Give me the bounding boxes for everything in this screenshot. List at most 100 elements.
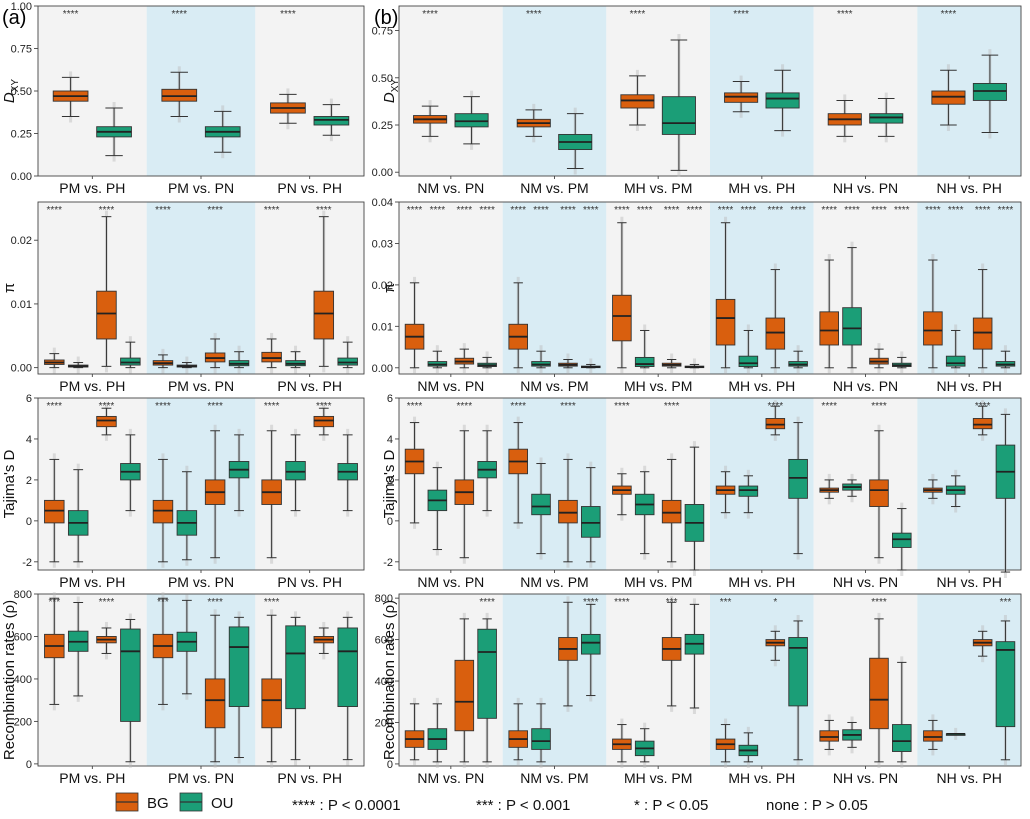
comparison-background	[255, 6, 364, 176]
y-axis-label: Tajima's D	[1, 449, 18, 518]
box-bg: ****	[765, 205, 786, 374]
x-tick-label: PN vs. PH	[277, 180, 342, 196]
box-body	[285, 461, 306, 481]
plot-frame	[398, 201, 1022, 375]
box-bg: ****	[612, 597, 632, 768]
box-bg: ****	[715, 205, 736, 374]
box-bg: ****	[44, 205, 65, 374]
box-ou	[738, 469, 759, 519]
box-bg: ****	[661, 401, 682, 568]
box-bg	[313, 621, 335, 660]
box-ou	[684, 441, 705, 576]
significance-label: ****	[664, 401, 680, 412]
box-ou	[337, 611, 358, 766]
box-bg: ****	[819, 401, 839, 505]
significance-label: ****	[171, 9, 187, 20]
box-ou	[454, 90, 489, 150]
comparison-background	[606, 202, 710, 374]
box-body	[581, 506, 601, 538]
box-ou	[581, 461, 601, 568]
box-bg: ****	[261, 597, 282, 768]
box-body	[531, 728, 551, 750]
comparison-background	[606, 594, 710, 766]
x-tick-label: NH vs. PN	[833, 770, 898, 786]
significance-label: ****	[479, 205, 495, 216]
box-ou	[945, 469, 966, 513]
box-ou	[995, 408, 1016, 579]
x-tick-label: MH vs. PM	[624, 378, 692, 394]
box-bg: ***	[715, 597, 736, 768]
y-tick-label: 4	[26, 434, 32, 446]
x-tick-label: NM vs. PM	[520, 180, 588, 196]
box-body	[261, 351, 282, 363]
box-ou	[531, 457, 551, 560]
box-bg: ****	[869, 597, 889, 768]
box-body	[558, 499, 578, 524]
box-body	[788, 637, 808, 707]
x-tick-label: PM vs. PH	[59, 574, 125, 590]
x-tick-label: PN vs. PH	[277, 574, 342, 590]
significance-label: ****	[871, 401, 887, 412]
x-tick-label: NM vs. PN	[417, 378, 484, 394]
box-ou: ****	[581, 205, 601, 374]
significance-label: ****	[526, 9, 542, 20]
x-tick-label: PM vs. PN	[168, 574, 234, 590]
box-ou: ****	[842, 205, 862, 374]
x-tick-label: MH vs. PM	[624, 574, 692, 590]
box-body	[738, 485, 759, 497]
comparison-background	[38, 398, 147, 570]
box-bg: ****	[152, 205, 174, 374]
y-tick-label: 0.25	[372, 120, 393, 132]
x-tick-label: MH vs. PH	[728, 378, 795, 394]
box-body	[477, 628, 497, 719]
y-tick-label: 200	[375, 717, 393, 729]
box-bg: ****	[827, 9, 862, 143]
box-body	[44, 499, 65, 524]
y-tick-label: 400	[14, 674, 32, 686]
legend-label-bg: BG	[147, 795, 169, 812]
plot-frame	[398, 397, 1022, 571]
x-tick-label: NM vs. PM	[520, 770, 588, 786]
box-bg: ****	[558, 205, 578, 374]
y-tick-label: 0.50	[11, 86, 32, 98]
box-body	[620, 94, 655, 109]
box-bg: *	[765, 597, 786, 667]
box-ou	[228, 611, 250, 764]
box-bg: ****	[313, 401, 335, 441]
plot-b-3: -2 0 2 4 6 Tajima's D NM vs. PN **** **** NM vs. …	[381, 393, 1022, 590]
panel-label-a: (a)	[2, 7, 26, 29]
x-tick-label: PN vs. PH	[277, 378, 342, 394]
x-tick-label: NM vs. PN	[417, 770, 484, 786]
x-tick-label: NH vs. PH	[936, 180, 1001, 196]
x-tick-label: NH vs. PN	[833, 180, 898, 196]
x-tick-label: PM vs. PN	[168, 770, 234, 786]
y-tick-label: 600	[375, 635, 393, 647]
box-body	[261, 678, 282, 729]
significance-label: ****	[430, 205, 446, 216]
box-body	[819, 730, 839, 742]
x-tick-label: MH vs. PM	[624, 770, 692, 786]
box-bg	[508, 697, 528, 766]
y-axis-label: π	[1, 283, 18, 293]
box-ou	[842, 473, 862, 503]
box-body	[634, 356, 655, 367]
plot-a-3: -2 0 2 4 6 Tajima's D PM vs. PH **** **** PM vs. …	[1, 393, 365, 590]
box-ou	[945, 727, 966, 740]
x-tick-label: NM vs. PM	[520, 574, 588, 590]
box-bg: ****	[96, 401, 117, 441]
x-tick-label: PM vs. PN	[168, 378, 234, 394]
box-ou	[427, 461, 448, 556]
box-body	[931, 90, 966, 105]
box-ou	[684, 598, 705, 714]
x-tick-label: PM vs. PH	[59, 770, 125, 786]
box-ou: ****	[684, 205, 705, 374]
box-bg: ****	[661, 205, 682, 374]
box-bg: ***	[152, 592, 174, 711]
y-tick-label: 1.00	[11, 1, 32, 13]
x-tick-label: PN vs. PH	[277, 770, 342, 786]
legend-note-p0001: **** : P < 0.0001	[292, 797, 401, 814]
box-bg: ****	[558, 401, 578, 568]
significance-label: ****	[264, 401, 280, 412]
box-bg: ****	[454, 205, 475, 374]
